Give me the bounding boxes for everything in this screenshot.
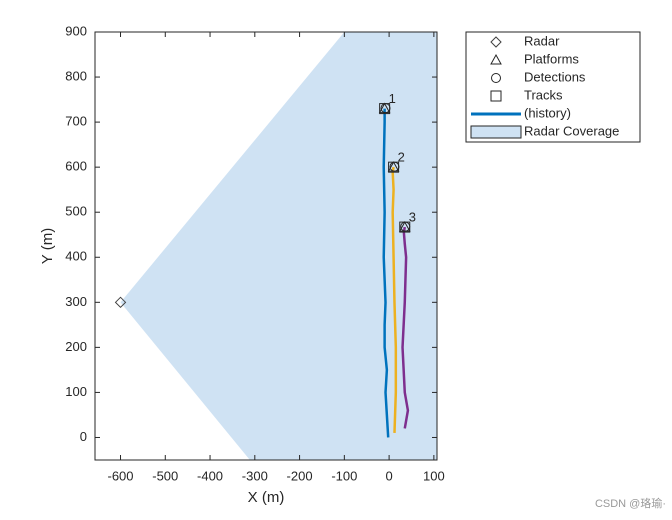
- x-tick-label: -300: [242, 468, 268, 483]
- triangle-marker: [490, 53, 502, 65]
- y-tick-label: 200: [65, 339, 87, 354]
- square-marker: [490, 90, 502, 102]
- legend-label: Radar Coverage: [524, 123, 619, 138]
- y-tick-label: 700: [65, 114, 87, 129]
- y-axis-label: Y (m): [39, 228, 56, 264]
- y-tick-label: 300: [65, 294, 87, 309]
- y-tick-label: 0: [80, 429, 87, 444]
- y-tick-label: 900: [65, 23, 87, 38]
- x-tick-label: -500: [152, 468, 178, 483]
- diamond-marker: [114, 296, 127, 309]
- x-tick-label: -600: [108, 468, 134, 483]
- square-marker: [399, 221, 411, 233]
- y-tick-label: 800: [65, 68, 87, 83]
- x-tick-label: 0: [385, 468, 392, 483]
- track-label: 3: [409, 210, 416, 225]
- y-tick-label: 100: [65, 384, 87, 399]
- legend-label: Tracks: [524, 87, 563, 102]
- y-tick-label: 400: [65, 249, 87, 264]
- y-tick-label: 500: [65, 204, 87, 219]
- watermark: CSDN @珞瑜·: [595, 496, 666, 510]
- x-tick-label: 100: [423, 468, 445, 483]
- legend-label: (history): [524, 105, 571, 120]
- legend-label: Platforms: [524, 51, 579, 66]
- plot-area: 1 2 3: [114, 32, 437, 460]
- x-tick-label: -100: [331, 468, 357, 483]
- y-tick-label: 600: [65, 159, 87, 174]
- circle-marker: [491, 73, 501, 83]
- square-marker: [388, 161, 400, 173]
- radar-coverage: [120, 32, 437, 460]
- legend-label: Radar: [524, 33, 560, 48]
- track-label: 2: [398, 150, 405, 165]
- axes-box: [94, 31, 438, 461]
- diamond-marker: [490, 36, 502, 48]
- square-marker: [379, 103, 391, 115]
- x-tick-label: -200: [287, 468, 313, 483]
- track-history: [382, 108, 390, 438]
- track-history: [401, 226, 410, 429]
- track-label: 1: [389, 91, 396, 106]
- legend-label: Detections: [524, 69, 586, 84]
- legend-box: [465, 31, 641, 143]
- x-axis-label: X (m): [248, 489, 285, 506]
- legend-patch: [470, 125, 522, 139]
- x-tick-label: -400: [197, 468, 223, 483]
- track-history: [391, 166, 398, 434]
